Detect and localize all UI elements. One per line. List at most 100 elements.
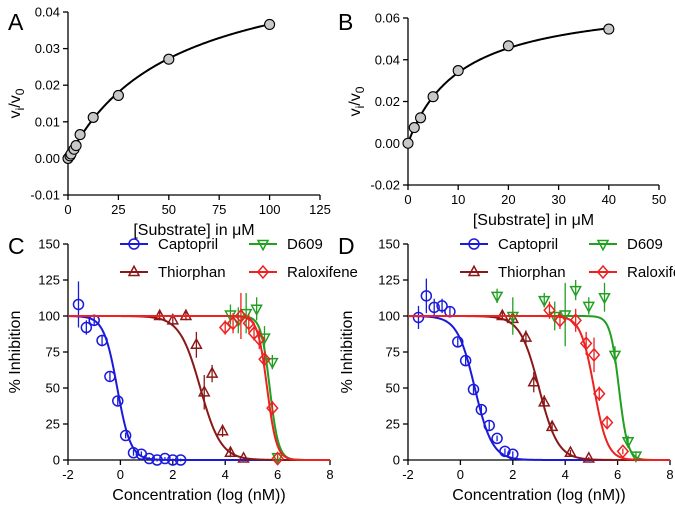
- data-point: [119, 429, 132, 442]
- data-point: [569, 313, 582, 328]
- legend-label: Thiorphan: [158, 264, 226, 281]
- xlabel-D: Concentration (log (nM)): [452, 487, 625, 504]
- data-point: [74, 129, 86, 141]
- data-point: [205, 366, 219, 378]
- data-point: [537, 295, 551, 308]
- data-point: [80, 321, 93, 334]
- data-point: [598, 293, 611, 305]
- ylabel-C: % Inhibition: [7, 311, 24, 394]
- y-tick-label: 0.02: [35, 78, 60, 93]
- x-tick-label: 50: [162, 202, 176, 217]
- y-tick-label: -0.01: [30, 188, 60, 203]
- panel-B: B -0.02 0.00 0.02 0.04 0.06 0 10 20 30 40 50 [Substr…: [338, 9, 666, 229]
- y-tick-label: 0.02: [375, 94, 400, 109]
- data-point: [163, 53, 175, 65]
- y-tick-label: 0.03: [35, 41, 60, 56]
- x-tick-label: 6: [274, 467, 281, 482]
- x-tick-label: 0: [404, 192, 411, 207]
- y-tick-label: 25: [46, 417, 60, 432]
- data-point: [153, 308, 166, 321]
- data-point: [582, 301, 596, 314]
- data-point: [224, 445, 237, 458]
- series-raloxifene: [408, 301, 670, 461]
- x-tick-label: 30: [551, 192, 565, 207]
- fit-curve: [408, 315, 670, 461]
- data-point: [428, 301, 440, 314]
- y-tick-label: 0.04: [35, 5, 60, 20]
- data-point: [507, 448, 519, 460]
- data-point: [436, 300, 448, 312]
- xlabel-A: [Substrate] in μM: [133, 222, 254, 239]
- legend-marker: [596, 264, 610, 280]
- y-tick-label: 0.04: [375, 52, 400, 67]
- y-tick-label: 0.00: [35, 151, 60, 166]
- panel-label-C: C: [8, 233, 25, 259]
- y-tick-label: 100: [378, 309, 400, 324]
- data-point: [234, 308, 248, 324]
- data-point: [70, 140, 82, 152]
- y-tick-label: 25: [386, 417, 400, 432]
- x-tick-label: 25: [111, 202, 125, 217]
- data-point: [226, 316, 240, 331]
- legend-item-raloxifene: Raloxifene: [589, 264, 675, 281]
- panel-A: A -0.01 0.00 0.01 0.02 0.03 0.04 0 25 50 75 100 125 […: [7, 5, 331, 240]
- legend-item-captopril: Captopril: [460, 236, 558, 253]
- x-tick-label: 8: [326, 467, 333, 482]
- data-point: [242, 316, 256, 331]
- data-point: [483, 419, 495, 432]
- data-point: [166, 312, 180, 325]
- legend-item-raloxifene: Raloxifene: [249, 264, 358, 281]
- data-point: [112, 89, 124, 101]
- data-point: [467, 383, 480, 396]
- y-tick-label: 75: [386, 345, 400, 360]
- data-point: [237, 451, 250, 463]
- series-thiorphan: [408, 308, 670, 463]
- x-tick-label: -2: [402, 467, 414, 482]
- y-tick-label: -0.02: [370, 178, 400, 193]
- y-tick-label: 0: [393, 453, 400, 468]
- data-point: [519, 330, 533, 342]
- y-tick-label: 0: [53, 453, 60, 468]
- data-point: [127, 447, 140, 459]
- x-tick-label: 20: [501, 192, 515, 207]
- x-tick-label: 0: [457, 467, 464, 482]
- data-point: [621, 437, 635, 449]
- legend-marker: [127, 264, 141, 277]
- data-point: [553, 313, 567, 328]
- x-tick-label: 4: [222, 467, 229, 482]
- data-point: [112, 395, 124, 407]
- data-point: [253, 331, 266, 347]
- data-point: [491, 432, 503, 445]
- data-point: [490, 291, 504, 304]
- x-tick-label: 2: [169, 467, 176, 482]
- y-tick-label: 0.01: [35, 114, 60, 129]
- x-tick-label: 0: [117, 467, 124, 482]
- data-point: [452, 65, 464, 77]
- y-tick-label: 125: [378, 273, 400, 288]
- ylabel-A: vi/v0: [7, 88, 27, 118]
- data-point: [600, 415, 614, 430]
- data-point: [258, 333, 271, 345]
- x-tick-label: 6: [614, 467, 621, 482]
- data-point: [266, 401, 279, 416]
- x-tick-label: 50: [652, 192, 666, 207]
- legend-marker: [596, 239, 610, 252]
- data-point: [603, 23, 615, 35]
- series-captopril: [407, 278, 670, 461]
- data-point: [545, 419, 559, 432]
- series-raloxifene: [68, 292, 330, 466]
- data-point: [537, 395, 551, 407]
- data-point: [104, 370, 116, 383]
- data-point: [266, 357, 279, 370]
- y-tick-label: 0.00: [375, 136, 400, 151]
- data-point: [587, 347, 601, 363]
- fit-curve: [68, 315, 330, 461]
- y-tick-label: 0.06: [375, 11, 400, 26]
- y-tick-label: 50: [46, 381, 60, 396]
- data-point: [558, 310, 572, 322]
- ylabel-D: % Inhibition: [339, 311, 356, 394]
- data-point: [420, 290, 433, 302]
- legend: Captopril Thiorphan D609 Raloxifene: [120, 236, 358, 281]
